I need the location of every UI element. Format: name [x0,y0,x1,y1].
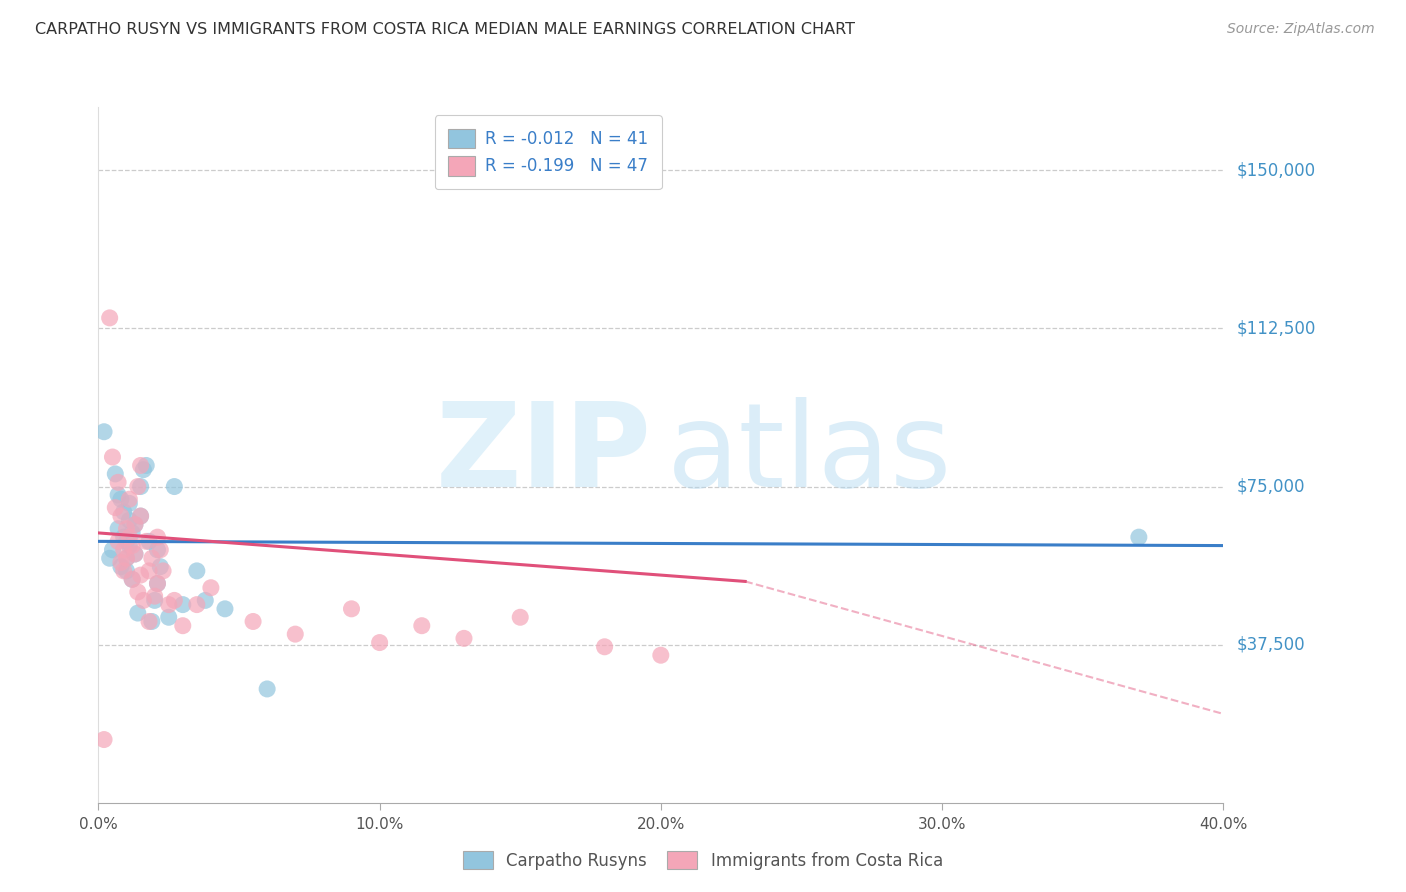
Point [127,606,149,620]
Point [110,556,132,570]
Legend: R = -0.012   N = 41, R = -0.199   N = 47: R = -0.012 N = 41, R = -0.199 N = 47 [434,115,662,189]
Point [112,564,135,578]
Point [149,559,172,574]
Point [143,593,166,607]
Point [115,522,138,536]
Point [146,576,169,591]
Point [124,517,146,532]
Point [112,542,135,557]
Point [172,618,194,632]
Point [124,547,146,561]
Point [98,551,121,566]
Point [411,618,433,632]
Point [124,517,146,532]
Text: $37,500: $37,500 [1237,636,1306,654]
Point [593,640,616,654]
Point [200,581,222,595]
Text: CARPATHO RUSYN VS IMMIGRANTS FROM COSTA RICA MEDIAN MALE EARNINGS CORRELATION CH: CARPATHO RUSYN VS IMMIGRANTS FROM COSTA … [35,22,855,37]
Point [129,509,152,524]
Point [284,627,307,641]
Point [107,475,129,490]
Point [107,534,129,549]
Point [146,542,169,557]
Text: $112,500: $112,500 [1237,319,1316,337]
Point [135,534,157,549]
Point [368,635,391,649]
Text: $150,000: $150,000 [1237,161,1316,179]
Point [135,458,157,473]
Point [172,598,194,612]
Point [138,615,160,629]
Point [115,534,138,549]
Point [186,598,208,612]
Point [118,530,141,544]
Point [138,534,160,549]
Point [157,598,180,612]
Point [146,576,169,591]
Point [1128,530,1150,544]
Text: $75,000: $75,000 [1237,477,1306,496]
Point [146,530,169,544]
Point [121,572,143,586]
Point [152,564,174,578]
Point [132,463,155,477]
Point [256,681,278,696]
Point [141,551,163,566]
Point [107,488,129,502]
Point [115,564,138,578]
Point [127,479,149,493]
Point [98,310,121,325]
Point [163,593,186,607]
Point [214,602,236,616]
Point [101,542,124,557]
Point [194,593,217,607]
Text: ZIP: ZIP [436,398,652,512]
Point [110,559,132,574]
Point [129,479,152,493]
Point [110,509,132,524]
Point [110,492,132,507]
Point [121,572,143,586]
Point [138,564,160,578]
Point [93,425,115,439]
Point [115,551,138,566]
Point [143,589,166,603]
Point [107,522,129,536]
Point [186,564,208,578]
Point [650,648,672,663]
Point [118,496,141,510]
Point [118,539,141,553]
Legend: Carpatho Rusyns, Immigrants from Costa Rica: Carpatho Rusyns, Immigrants from Costa R… [457,845,949,877]
Point [118,513,141,527]
Point [509,610,531,624]
Point [129,568,152,582]
Point [121,539,143,553]
Point [127,585,149,599]
Point [115,551,138,566]
Point [141,615,163,629]
Point [157,610,180,624]
Point [132,593,155,607]
Point [93,732,115,747]
Point [104,500,127,515]
Point [242,615,264,629]
Point [453,632,475,646]
Point [149,542,172,557]
Point [340,602,363,616]
Point [112,530,135,544]
Text: Source: ZipAtlas.com: Source: ZipAtlas.com [1227,22,1375,37]
Text: atlas: atlas [666,398,952,512]
Point [163,479,186,493]
Point [121,525,143,540]
Point [112,505,135,519]
Point [101,450,124,464]
Point [118,492,141,507]
Point [124,547,146,561]
Point [129,458,152,473]
Point [129,509,152,524]
Point [104,467,127,481]
